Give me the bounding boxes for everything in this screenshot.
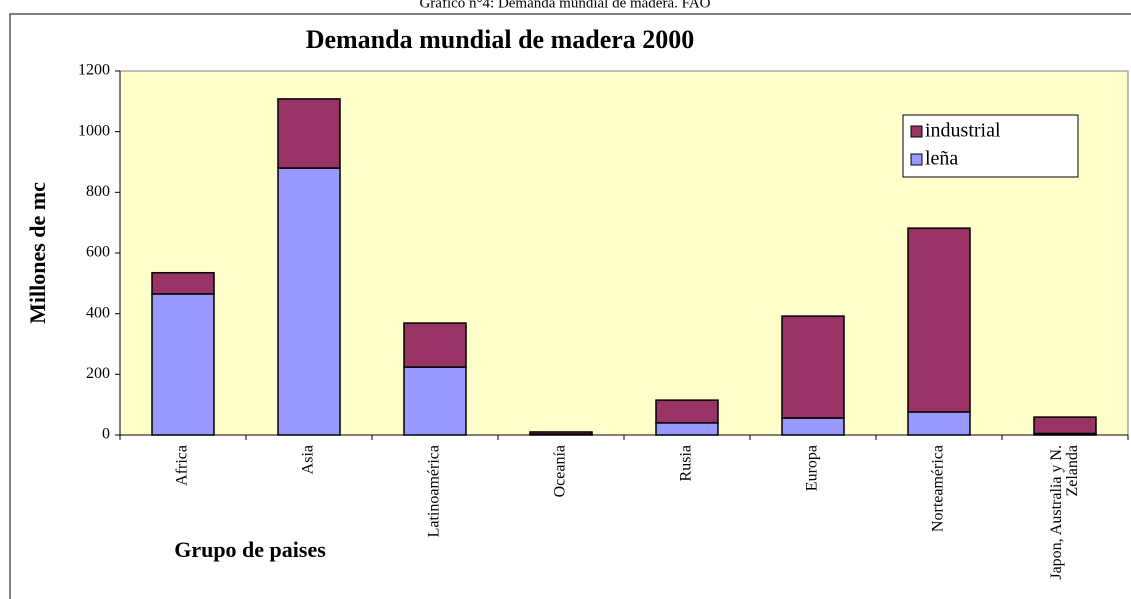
x-tick-label: Norteamérica [930,445,947,532]
y-tick-label: 600 [86,244,110,261]
bar-segment [1033,416,1097,435]
bar-segment [277,98,341,169]
x-tick-label: Europa [804,445,821,491]
bar-segment [277,167,341,436]
legend-label: industrial [925,120,1001,142]
bar-segment [907,227,971,413]
legend-box [902,114,1079,178]
x-tick-label: Africa [174,445,191,486]
bar-segment [781,417,845,436]
bar-segment [151,271,215,295]
y-tick-label: 1200 [78,62,110,79]
bar-segment [151,293,215,436]
bar-segment [907,411,971,436]
y-axis-title: Millones de mc [25,182,50,324]
x-tick-label: Latinoamérica [426,445,443,537]
x-axis-title: Grupo de paises [174,537,326,562]
bar-segment [655,399,719,424]
y-tick-label: 1000 [78,122,110,139]
bar-segment [655,422,719,436]
bar-segment [529,431,593,435]
x-tick-label: Oceanía [552,445,569,497]
bar-segment [781,315,845,419]
bar-segment [403,322,467,368]
y-tick-label: 400 [86,304,110,321]
caption: Gráfico n°4: Demanda mundial de madera. … [419,0,710,11]
y-tick-label: 0 [102,426,110,443]
legend-swatch [910,153,923,166]
y-tick-label: 200 [86,365,110,382]
legend-swatch [910,125,923,138]
chart-title: Demanda mundial de madera 2000 [306,25,695,54]
x-tick-label: Japon, Australia y N.Zelanda [1048,445,1081,580]
x-tick-label: Rusia [678,445,695,481]
y-tick-label: 800 [86,183,110,200]
legend-label: leña [925,148,958,170]
x-tick-label: Asia [300,445,317,474]
bar-segment [403,366,467,436]
